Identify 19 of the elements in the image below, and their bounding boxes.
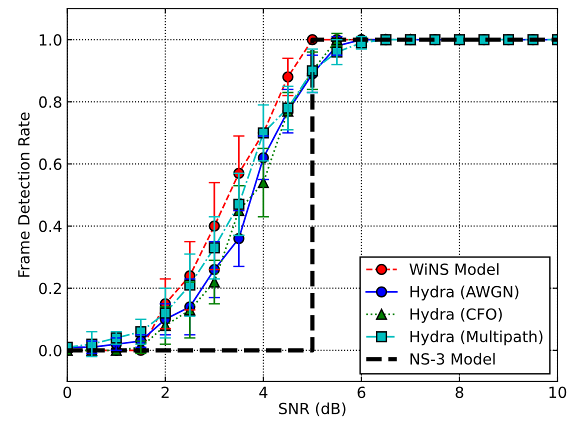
legend-label: Hydra (CFO) xyxy=(410,308,502,323)
legend-label: WiNS Model xyxy=(410,263,498,276)
y-tick-label: 0.8 xyxy=(39,96,62,108)
legend-label: NS-3 Model xyxy=(410,352,495,365)
y-tick-label: 0.4 xyxy=(39,220,62,232)
x-tick-label: 10 xyxy=(549,386,566,398)
y-tick-label: 0.2 xyxy=(39,282,61,294)
y-axis-title: Frame Detection Rate xyxy=(18,112,30,277)
legend-label: Hydra (AWGN) xyxy=(410,286,518,300)
x-tick-label: 4 xyxy=(259,386,268,398)
y-tick-label: 0.6 xyxy=(39,158,62,170)
y-tick-label: 1.0 xyxy=(40,34,62,46)
x-axis-title: SNR (dB) xyxy=(279,402,346,416)
x-tick-label: 0 xyxy=(63,386,72,398)
x-tick-label: 6 xyxy=(358,386,366,398)
x-tick-label: 2 xyxy=(162,386,169,398)
y-tick-label: 0.0 xyxy=(39,344,62,356)
legend-label: Hydra (Multipath) xyxy=(410,330,542,346)
x-tick-label: 8 xyxy=(456,386,464,398)
